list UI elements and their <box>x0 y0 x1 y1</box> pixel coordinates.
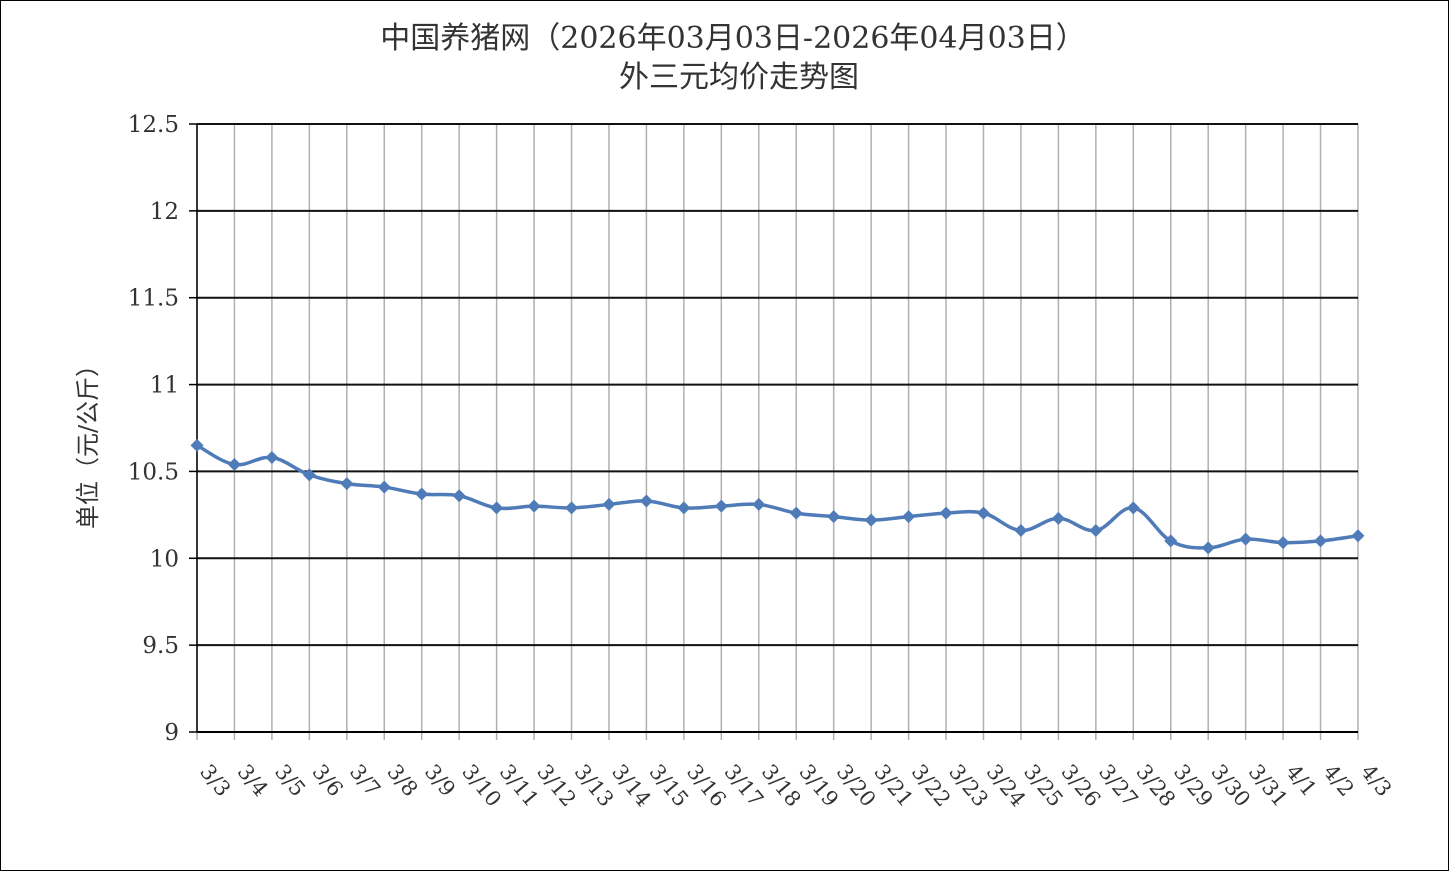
x-tick-label: 3/6 <box>308 760 348 801</box>
data-point-marker <box>452 489 466 503</box>
x-tick-label: 3/20 <box>832 760 881 812</box>
data-point-marker <box>565 501 579 515</box>
data-point-marker <box>639 494 653 508</box>
data-point-marker <box>302 468 316 482</box>
data-point-marker <box>1126 501 1140 515</box>
x-tick-label: 3/27 <box>1094 760 1143 812</box>
data-point-marker <box>714 499 728 513</box>
data-point-marker <box>527 499 541 513</box>
x-tick-label: 3/25 <box>1019 760 1068 812</box>
x-tick-label: 3/29 <box>1169 760 1218 812</box>
y-tick-label: 9.5 <box>142 633 179 659</box>
x-tick-label: 3/26 <box>1057 760 1106 812</box>
x-tick-label: 3/12 <box>532 760 581 812</box>
x-tick-label: 3/7 <box>345 760 385 801</box>
x-tick-label: 3/4 <box>233 760 273 801</box>
data-point-marker <box>1089 523 1103 537</box>
x-tick-label: 3/23 <box>944 760 993 812</box>
x-tick-label: 3/14 <box>607 760 656 812</box>
data-point-marker <box>490 501 504 515</box>
x-tick-label: 3/24 <box>982 760 1031 812</box>
x-tick-label: 3/22 <box>907 760 956 812</box>
y-tick-label: 10 <box>150 546 179 572</box>
data-point-marker <box>227 457 241 471</box>
x-tick-label: 3/9 <box>420 760 460 801</box>
data-point-marker <box>976 506 990 520</box>
data-point-marker <box>1239 532 1253 546</box>
x-tick-label: 3/5 <box>270 760 310 801</box>
x-tick-label: 4/2 <box>1319 760 1359 801</box>
x-tick-labels: 3/33/43/53/63/73/83/93/103/113/123/133/1… <box>195 760 1396 812</box>
x-tick-label: 3/19 <box>794 760 843 812</box>
y-tick-label: 11.5 <box>128 286 179 312</box>
data-point-marker <box>827 510 841 524</box>
x-tick-label: 3/11 <box>495 760 544 812</box>
x-tick-label: 3/3 <box>195 760 235 801</box>
data-point-marker <box>1051 511 1065 525</box>
x-tick-label: 4/3 <box>1356 760 1396 801</box>
y-tick-labels: 9 9.5 10 10.5 11 11.5 12 12.5 <box>128 112 179 746</box>
x-tick-label: 3/21 <box>869 760 918 812</box>
x-tick-label: 3/15 <box>645 760 694 812</box>
x-tick-label: 3/10 <box>457 760 506 812</box>
chart-subtitle: 外三元均价走势图 <box>619 60 859 95</box>
data-point-marker <box>340 477 354 491</box>
data-point-marker <box>902 510 916 524</box>
data-point-marker <box>1351 529 1365 543</box>
x-tick-label: 3/13 <box>570 760 619 812</box>
x-tick-label: 3/17 <box>719 760 768 812</box>
x-tick-label: 3/18 <box>757 760 806 812</box>
data-point-marker <box>864 513 878 527</box>
chart-title: 中国养猪网（2026年03月03日-2026年04月03日） <box>380 21 1086 56</box>
data-point-marker <box>602 497 616 511</box>
data-points <box>190 438 1365 555</box>
data-point-marker <box>1014 523 1028 537</box>
series-line <box>196 443 1359 550</box>
x-tick-label: 3/8 <box>382 760 422 801</box>
y-tick-label: 10.5 <box>128 459 179 485</box>
data-point-marker <box>415 487 429 501</box>
gridlines <box>189 123 1359 740</box>
data-point-marker <box>190 438 204 452</box>
y-tick-label: 12.5 <box>128 112 179 138</box>
x-tick-label: 3/28 <box>1131 760 1180 812</box>
data-point-marker <box>265 451 279 465</box>
data-point-marker <box>1164 534 1178 548</box>
data-point-marker <box>1276 536 1290 550</box>
data-point-marker <box>677 501 691 515</box>
y-tick-label: 11 <box>150 373 179 399</box>
data-point-marker <box>1314 534 1328 548</box>
y-axis-label: 单位（元/公斤） <box>74 353 102 529</box>
data-point-marker <box>377 480 391 494</box>
x-tick-label: 3/31 <box>1244 760 1293 812</box>
y-tick-label: 12 <box>150 199 179 225</box>
x-tick-label: 3/16 <box>682 760 731 812</box>
data-point-marker <box>789 506 803 520</box>
y-tick-label: 9 <box>164 720 179 746</box>
x-tick-label: 3/30 <box>1206 760 1255 812</box>
data-point-marker <box>752 497 766 511</box>
data-point-marker <box>939 506 953 520</box>
data-point-marker <box>1201 541 1215 555</box>
series-path <box>196 443 1359 550</box>
